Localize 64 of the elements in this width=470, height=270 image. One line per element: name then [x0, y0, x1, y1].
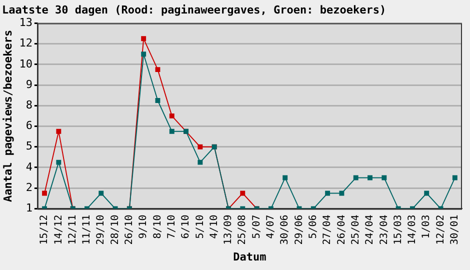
x-tick-label: 5/06	[308, 214, 319, 239]
y-tick-label: 12	[19, 36, 32, 50]
point	[240, 190, 246, 196]
x-tick-label: 1/03	[421, 214, 432, 239]
point	[424, 190, 430, 196]
x-tick-label: 4/07	[266, 214, 277, 239]
x-tick-label: 12/02	[435, 214, 446, 245]
x-tick-label: 30/01	[450, 214, 461, 245]
x-tick-label: 29/10	[96, 214, 107, 245]
y-tick-label: 5	[26, 140, 32, 153]
x-tick-label: 5/07	[251, 214, 262, 239]
point	[353, 175, 358, 180]
y-tick-label: 4	[26, 160, 33, 174]
chart-title: Laatste 30 dagen (Rood: paginaweergaves, Groen: bezoekers)	[2, 3, 386, 16]
x-tick-label: 25/04	[350, 214, 362, 245]
x-tick-label: 26/10	[124, 214, 136, 245]
x-tick-label: 26/04	[336, 214, 348, 245]
x-tick-label: 8/10	[152, 214, 164, 239]
x-tick-label: 7/10	[166, 214, 178, 239]
x-tick-label: 23/04	[378, 214, 390, 245]
point	[155, 67, 160, 72]
point	[339, 190, 344, 196]
x-tick-label: 30/06	[280, 214, 291, 245]
x-tick-label: 12/11	[67, 214, 78, 245]
y-tick-label: 9	[26, 78, 32, 91]
point	[169, 113, 174, 118]
x-tick-label: 5/10	[194, 214, 206, 239]
point	[56, 128, 62, 134]
point	[368, 175, 372, 180]
y-tick-label: 6	[26, 119, 32, 132]
x-tick-label: 13/09	[223, 214, 234, 245]
point	[198, 144, 203, 150]
y-tick-label: 2	[26, 180, 32, 194]
point	[42, 190, 47, 196]
point	[198, 160, 203, 165]
x-tick-label: 25/08	[237, 214, 248, 245]
x-tick-label: 24/04	[364, 214, 376, 245]
x-tick-label: 29/06	[294, 214, 305, 245]
point	[56, 160, 62, 165]
point	[452, 175, 458, 180]
x-tick-label: 11/11	[82, 214, 93, 245]
x-tick-label: 15/03	[392, 214, 404, 245]
x-axis-title: Datum	[233, 250, 267, 264]
x-tick-label: 14/12	[53, 214, 64, 245]
y-tick-label: 13	[19, 16, 32, 30]
y-tick-label: 10	[19, 57, 32, 70]
y-tick-label: 1	[26, 202, 32, 215]
point	[325, 190, 330, 196]
point	[282, 175, 288, 180]
y-axis-title: Aantal pageviews/bezoekers	[1, 30, 14, 202]
point	[169, 128, 174, 134]
point	[98, 190, 104, 196]
point	[382, 175, 387, 180]
y-tick-label: 8	[26, 98, 32, 112]
x-tick-label: 6/10	[180, 214, 192, 239]
point	[141, 36, 146, 42]
x-tick-label: 27/04	[322, 214, 334, 245]
x-tick-label: 4/10	[208, 214, 220, 239]
x-tick-label: 28/10	[110, 214, 121, 245]
point	[155, 98, 160, 103]
x-tick-label: 9/10	[138, 214, 150, 239]
x-tick-label: 14/03	[407, 214, 418, 245]
point	[141, 52, 146, 57]
x-tick-label: 15/12	[39, 214, 50, 245]
